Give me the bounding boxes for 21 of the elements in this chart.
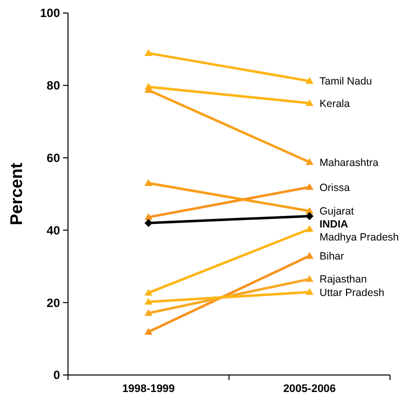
series-label: Madhya Pradesh <box>320 232 400 244</box>
y-tick-label: 100 <box>40 6 60 20</box>
y-tick-label: 40 <box>46 223 60 238</box>
y-axis-title: Percent <box>7 162 26 226</box>
series-label: Orissa <box>320 182 350 194</box>
point <box>144 218 152 227</box>
x-tick-label: 1998-1999 <box>122 383 175 395</box>
x-tick-label: 2005-2006 <box>283 383 336 395</box>
y-tick-label: 60 <box>46 151 60 165</box>
series-label: Maharashtra <box>320 156 379 169</box>
series-label: Bihar <box>320 250 345 263</box>
y-tick-label: 0 <box>53 368 60 382</box>
series-label: Uttar Pradesh <box>320 286 384 299</box>
series-label: INDIA <box>320 218 348 231</box>
point <box>306 212 314 220</box>
series-label: Kerala <box>320 98 350 110</box>
series-label: Gujarat <box>320 206 354 218</box>
y-tick-label: 20 <box>46 296 60 310</box>
series-label: Tamil Nadu <box>320 76 372 88</box>
y-tick-label: 80 <box>46 78 60 93</box>
series-label: Rajasthan <box>320 274 367 286</box>
